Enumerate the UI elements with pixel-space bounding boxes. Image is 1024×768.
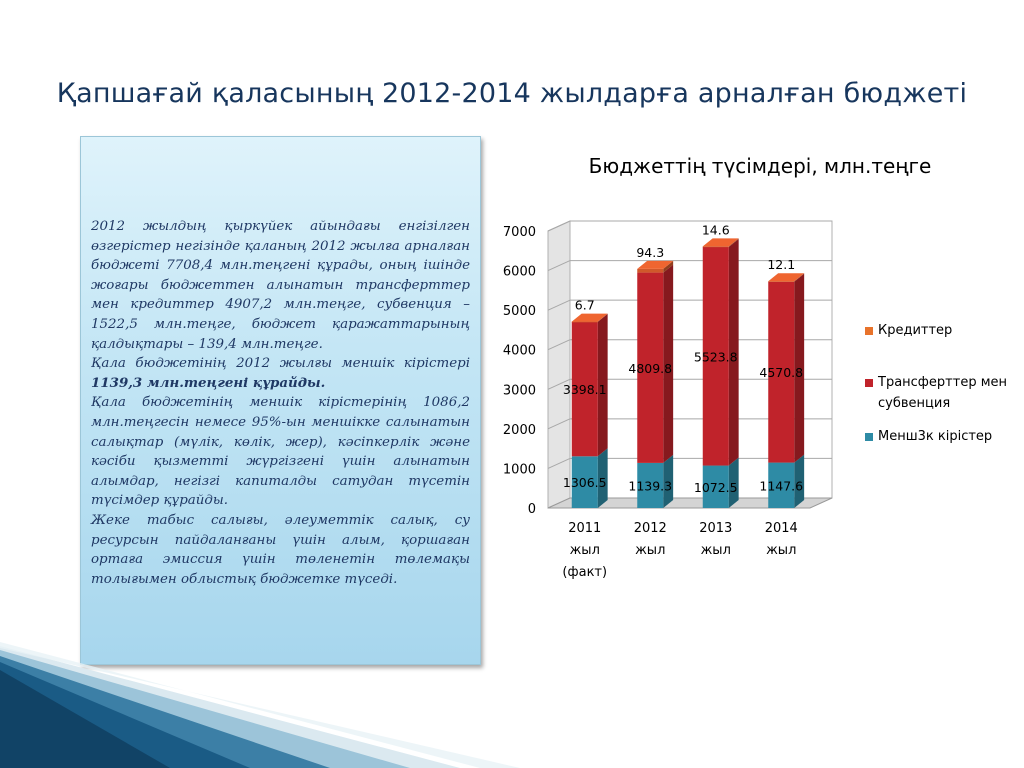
data-label: 4570.8 bbox=[759, 365, 803, 380]
bar-side bbox=[728, 457, 739, 508]
x-category-label: жыл bbox=[701, 543, 731, 558]
x-category-label: 2013 bbox=[699, 521, 732, 536]
legend-label: Трансферттер мен субвенция bbox=[878, 375, 1008, 411]
bar-segment bbox=[702, 465, 729, 508]
bar-top bbox=[702, 238, 739, 247]
bar-segment bbox=[571, 321, 598, 323]
bar-side bbox=[597, 313, 608, 322]
gridline bbox=[547, 220, 571, 232]
data-label: 3398.1 bbox=[563, 382, 607, 397]
bar-side bbox=[728, 238, 739, 247]
x-category-label: жыл bbox=[570, 543, 600, 558]
bar-side bbox=[663, 260, 674, 273]
y-tick-label: 0 bbox=[528, 502, 536, 517]
y-tick-label: 3000 bbox=[503, 383, 536, 398]
y-tick-label: 6000 bbox=[503, 265, 536, 280]
bar-segment bbox=[768, 281, 795, 283]
bar-segment bbox=[702, 246, 729, 248]
gridline bbox=[547, 339, 571, 351]
data-label: 1147.6 bbox=[759, 478, 803, 493]
corner-decoration bbox=[0, 642, 520, 768]
legend-swatch bbox=[865, 379, 873, 387]
x-category-label: 2014 bbox=[765, 521, 798, 536]
data-label: 4809.8 bbox=[628, 361, 672, 376]
paragraph-budget-2012: 2012 жылдың қыркүйек айындағы енгізілген… bbox=[91, 219, 470, 352]
bar-side bbox=[794, 273, 805, 463]
y-tick-label: 5000 bbox=[503, 304, 536, 319]
data-label: 94.3 bbox=[636, 245, 664, 260]
budget-revenue-chart: 0 1000 2000 3000 4000 5000 6000 7000 1306.5 3398.… bbox=[503, 220, 833, 580]
data-label: 14.6 bbox=[702, 222, 730, 237]
own-revenue-amount: 1139,3 млн.теңгені құрайды. bbox=[91, 374, 326, 391]
bar-side bbox=[794, 454, 805, 508]
gridline bbox=[547, 260, 571, 272]
bar-segment bbox=[768, 462, 795, 508]
side-wall bbox=[547, 220, 571, 509]
bar-side bbox=[663, 454, 674, 508]
data-label: 5523.8 bbox=[694, 349, 738, 364]
data-label: 1072.5 bbox=[694, 480, 738, 495]
data-label: 6.7 bbox=[575, 298, 595, 313]
bar-segment bbox=[637, 462, 664, 508]
bar-side bbox=[728, 238, 739, 466]
bar-top bbox=[637, 260, 674, 269]
paragraph-revenue-structure: Қала бюджетінің меншік кірістерінің 1086… bbox=[91, 395, 470, 509]
paragraph-regional-taxes: Жеке табыс салығы, әлеуметтік салық, су … bbox=[91, 512, 470, 587]
y-tick-label: 1000 bbox=[503, 462, 536, 477]
bar-side bbox=[663, 264, 674, 463]
gridline bbox=[547, 378, 571, 390]
bar-segment bbox=[637, 272, 664, 463]
gridline bbox=[547, 418, 571, 430]
bar-segment bbox=[571, 321, 598, 457]
data-label: 12.1 bbox=[767, 257, 795, 272]
panel-text: 2012 жылдың қыркүйек айындағы енгізілген… bbox=[91, 217, 470, 589]
y-tick-label: 4000 bbox=[503, 344, 536, 359]
text-panel: 2012 жылдың қыркүйек айындағы енгізілген… bbox=[80, 136, 481, 665]
gridline bbox=[547, 457, 571, 469]
y-tick-label: 7000 bbox=[503, 225, 536, 240]
bar-side bbox=[794, 273, 805, 282]
chart-title: Бюджеттің түсімдері, млн.теңге bbox=[588, 154, 932, 178]
paragraph-own-revenue: Қала бюджетінің 2012 жылғы меншік кіріст… bbox=[91, 354, 470, 393]
x-category-label: жыл bbox=[635, 543, 665, 558]
bar-segment bbox=[768, 281, 795, 463]
y-tick-label: 2000 bbox=[503, 423, 536, 438]
legend-label: Менш3к кірістер bbox=[878, 429, 993, 444]
bar-segment bbox=[702, 246, 729, 466]
bar-side bbox=[597, 448, 608, 508]
legend-swatch bbox=[865, 327, 873, 335]
gridline bbox=[547, 299, 571, 311]
data-label: 1306.5 bbox=[563, 475, 607, 490]
bar-top bbox=[768, 273, 805, 282]
bar-side bbox=[597, 313, 608, 457]
bar-segment bbox=[637, 268, 664, 273]
bar-top bbox=[571, 313, 608, 322]
x-category-label: жыл bbox=[766, 543, 796, 558]
bar-segment bbox=[571, 456, 598, 508]
data-label: 1139.3 bbox=[628, 478, 672, 493]
x-category-label: 2011 bbox=[568, 521, 601, 536]
x-category-label: 2012 bbox=[634, 521, 667, 536]
legend-label: Кредиттер bbox=[878, 323, 953, 338]
x-category-label: (факт) bbox=[562, 565, 607, 580]
slide-title: Қапшағай қаласының 2012-2014 жылдарға ар… bbox=[56, 78, 968, 109]
own-revenue-text: Қала бюджетінің 2012 жылғы меншік кіріст… bbox=[91, 356, 470, 372]
legend-swatch bbox=[865, 433, 873, 441]
